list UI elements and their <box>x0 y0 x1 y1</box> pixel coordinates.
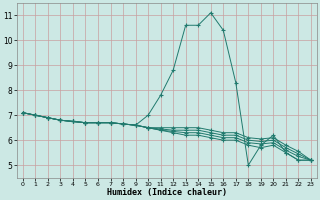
X-axis label: Humidex (Indice chaleur): Humidex (Indice chaleur) <box>107 188 227 197</box>
